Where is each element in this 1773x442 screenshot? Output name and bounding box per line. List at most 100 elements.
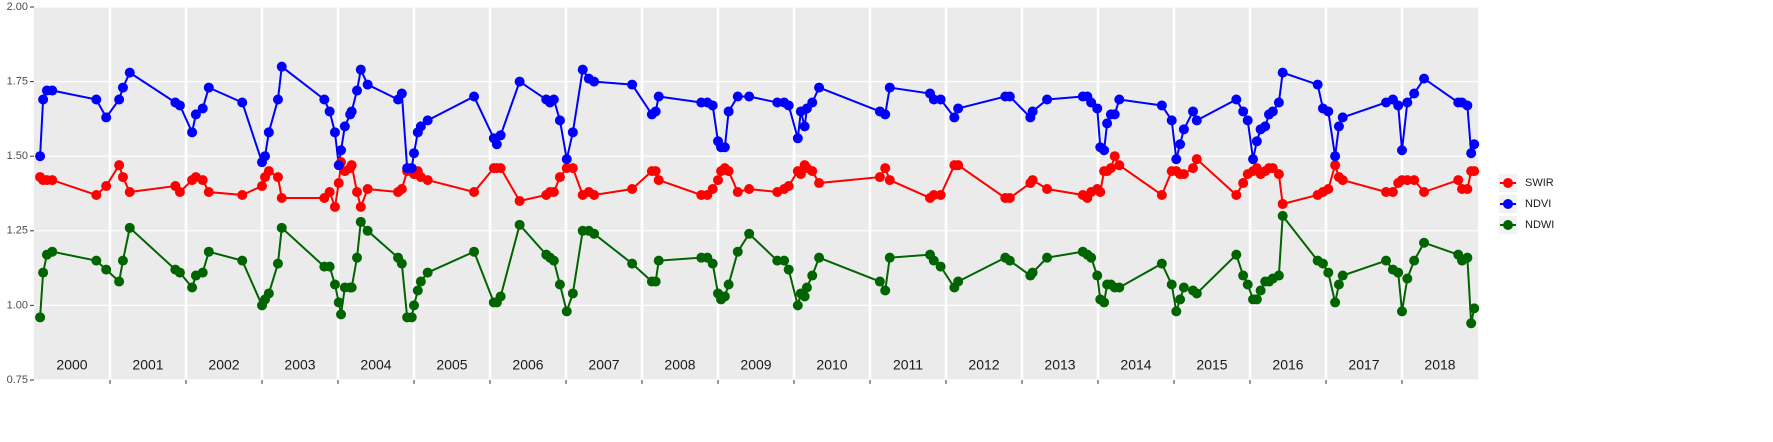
data-point [783, 100, 794, 111]
data-point [1277, 210, 1288, 221]
data-point [719, 291, 730, 302]
data-point [469, 187, 480, 198]
data-point [1260, 121, 1271, 132]
data-point [1248, 154, 1259, 165]
y-tick-label: 1.75 [7, 76, 28, 88]
legend-label: NDWI [1525, 219, 1554, 231]
data-point [772, 97, 783, 108]
y-tick-label: 0.75 [7, 374, 28, 386]
data-point [554, 172, 565, 183]
data-point [589, 189, 600, 200]
data-point [203, 187, 214, 198]
year-label: 2007 [588, 357, 619, 373]
data-point [953, 103, 964, 114]
data-point [1469, 303, 1480, 314]
data-point [272, 258, 283, 269]
data-point [807, 166, 818, 177]
data-point [1095, 187, 1106, 198]
data-point [792, 133, 803, 144]
data-point [1409, 88, 1420, 99]
data-point [561, 306, 572, 317]
data-point [396, 184, 407, 195]
data-point [187, 282, 198, 293]
data-point [117, 82, 128, 93]
data-point [1419, 187, 1430, 198]
data-point [1231, 189, 1242, 200]
data-point [884, 82, 895, 93]
data-point [801, 282, 812, 293]
data-point [880, 163, 891, 174]
y-tick-label: 1.00 [7, 299, 28, 311]
data-point [114, 276, 125, 287]
data-point [653, 91, 664, 102]
data-point [779, 255, 790, 266]
data-point [1397, 306, 1407, 317]
data-point [1469, 139, 1480, 150]
data-point [47, 85, 58, 96]
data-point [197, 267, 208, 278]
data-point [101, 181, 112, 192]
data-point [197, 175, 208, 186]
data-point [1156, 189, 1167, 200]
panel-background [34, 7, 1478, 380]
data-point [276, 192, 287, 203]
data-point [1171, 306, 1182, 317]
data-point [1273, 169, 1284, 180]
data-point [514, 219, 525, 230]
data-point [1323, 106, 1334, 117]
data-point [1273, 97, 1284, 108]
data-point [1330, 160, 1341, 171]
data-point [1381, 255, 1392, 266]
data-point [396, 258, 407, 269]
data-point [953, 160, 964, 171]
data-point [272, 94, 283, 105]
data-point [355, 64, 366, 75]
data-point [352, 252, 362, 263]
data-point [1027, 106, 1038, 117]
data-point [650, 276, 661, 287]
data-point [1231, 249, 1242, 260]
data-point [174, 187, 185, 198]
data-point [1409, 255, 1420, 266]
data-point [814, 178, 825, 189]
year-label: 2018 [1424, 357, 1455, 373]
data-point [355, 201, 366, 212]
data-point [336, 145, 347, 156]
data-point [1402, 175, 1413, 186]
data-point [577, 64, 588, 75]
data-point [928, 255, 939, 266]
data-point [333, 297, 344, 308]
data-point [491, 139, 502, 150]
data-point [1466, 148, 1477, 159]
data-point [1330, 151, 1341, 162]
data-point [237, 189, 248, 200]
data-point [627, 79, 638, 90]
data-point [1004, 192, 1015, 203]
data-point [203, 82, 214, 93]
data-point [874, 172, 885, 183]
data-point [1393, 100, 1404, 111]
data-point [653, 255, 664, 266]
data-point [333, 160, 344, 171]
year-label: 2008 [664, 357, 695, 373]
data-point [799, 291, 810, 302]
data-point [1027, 267, 1038, 278]
data-point [1231, 94, 1242, 105]
data-point [409, 148, 419, 159]
data-point [101, 264, 112, 275]
data-point [1330, 297, 1341, 308]
data-point [589, 76, 600, 87]
data-point [409, 300, 419, 311]
data-point [91, 189, 102, 200]
data-point [101, 112, 112, 123]
data-point [783, 264, 794, 275]
data-point [346, 106, 357, 117]
data-point [396, 88, 407, 99]
data-point [469, 246, 480, 257]
legend-point [1503, 199, 1513, 209]
data-point [1004, 255, 1015, 266]
data-point [35, 312, 46, 323]
data-point [1397, 145, 1407, 156]
data-point [1337, 270, 1348, 281]
data-point [124, 222, 135, 233]
